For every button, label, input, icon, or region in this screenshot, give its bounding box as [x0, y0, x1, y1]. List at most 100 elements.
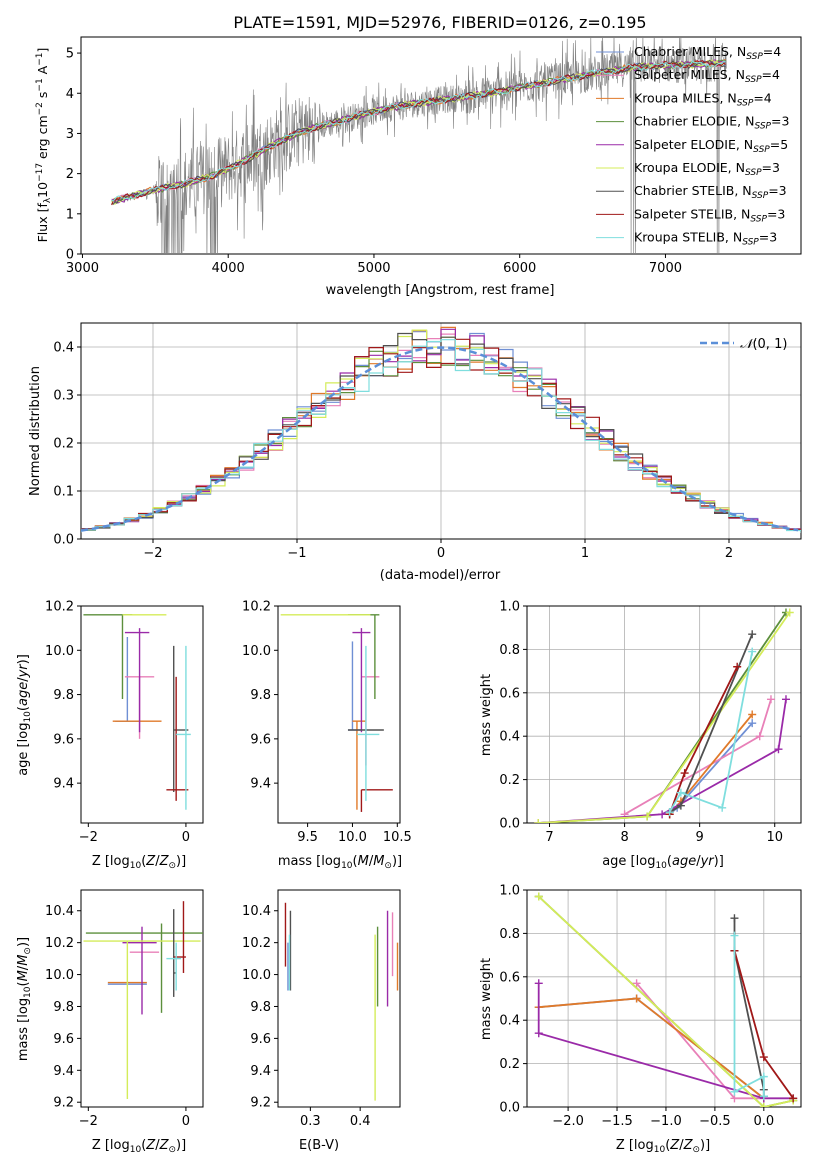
x-tick-label: −2.0	[552, 1114, 584, 1129]
axes-frame	[80, 889, 204, 1108]
series-marker-kroupa_elodie	[759, 1103, 768, 1107]
x-tick-label: 9.5	[297, 830, 318, 845]
y-tick-label: 10.2	[45, 600, 74, 615]
series-marker-salpeter_miles	[632, 979, 641, 988]
series-marker-kroupa_stelib	[748, 647, 757, 656]
axes-frame	[80, 36, 802, 255]
model-spectrum-salpeter_elodie	[111, 59, 726, 204]
chart-title: PLATE=1591, MJD=52976, FIBERID=0126, z=0…	[233, 13, 646, 32]
legend-label: Chabrier ELODIE, NSSP=3	[634, 114, 789, 132]
plot-contents	[111, 37, 727, 254]
y-tick-label: 0.8	[499, 643, 520, 658]
y-tick-label: 0.6	[499, 686, 520, 701]
y-tick-label: 0	[66, 248, 74, 263]
y-tick-label: 10.0	[45, 644, 74, 659]
y-tick-label: 1.0	[499, 600, 520, 615]
series-marker-kroupa_elodie	[643, 812, 652, 821]
series-marker-kroupa_stelib	[665, 808, 674, 817]
x-tick-label: 0	[182, 1114, 190, 1129]
model-spectrum-chabrier_elodie	[111, 59, 726, 202]
plot-contents	[284, 902, 399, 1101]
y-tick-label: 0.4	[499, 1014, 520, 1029]
series-marker-kroupa_stelib	[759, 1092, 768, 1101]
y-tick-label: 0.2	[53, 437, 74, 452]
x-axis-label-mw-age: age [log10(age/yr)]	[602, 854, 724, 871]
y-tick-label: 0.2	[499, 773, 520, 788]
histogram-salpeter_stelib	[81, 338, 801, 533]
legend-label-gaussian: 𝒩(0, 1)	[740, 337, 787, 352]
series-line-salpeter_elodie	[537, 983, 794, 1100]
y-tick-label: 0.0	[499, 1101, 520, 1116]
y-tick-label: 10.4	[242, 904, 271, 919]
mass-weight-vs-age-panel: 7 8 9 10 0.0 0.2 0.4 0.6 0.8 1.0	[499, 600, 802, 845]
y-tick-label: 9.6	[250, 732, 271, 747]
y-tick-label: 10.0	[242, 968, 271, 983]
x-axis-label-mass-z: Z [log10(Z/Z⊙)]	[92, 1138, 186, 1155]
legend-label: Salpeter STELIB, NSSP=3	[634, 206, 785, 224]
residual-plot-area: −2 −1 0 1 2 0.0 0.1 0.2 0.3 0.4	[53, 322, 802, 561]
y-tick-label: 2	[66, 167, 74, 182]
series-marker-kroupa_elodie	[534, 819, 543, 823]
x-tick-label: −1.0	[650, 1114, 682, 1129]
x-tick-label: 9	[696, 830, 704, 845]
legend-label: Kroupa MILES, NSSP=4	[634, 90, 772, 108]
x-tick-label: 0.0	[753, 1114, 774, 1129]
y-tick-label: 10.2	[45, 936, 74, 951]
series-marker-kroupa_stelib	[759, 1072, 768, 1081]
series-marker-salpeter_stelib	[680, 769, 689, 778]
y-tick-label: 0.4	[499, 730, 520, 745]
y-tick-label: 0.8	[499, 927, 520, 942]
y-tick-label: 9.4	[250, 777, 271, 792]
x-tick-label: 7000	[649, 261, 682, 276]
y-tick-label: 10.2	[242, 936, 271, 951]
x-tick-label: 0	[437, 546, 445, 561]
series-marker-kroupa_miles	[748, 710, 757, 719]
x-tick-label: 2	[725, 546, 733, 561]
series-line-kroupa_elodie	[538, 895, 794, 1107]
y-axis-label: Flux [fλ10−17 erg cm−2 s−1 A−1]	[35, 48, 53, 243]
series-marker-salpeter_elodie	[534, 979, 543, 988]
series-line-kroupa_stelib	[668, 651, 754, 813]
series-line-chabrier_miles	[538, 997, 765, 1100]
x-tick-label: 5000	[357, 261, 390, 276]
legend-label: Chabrier STELIB, NSSP=3	[634, 183, 787, 201]
x-tick-label: 0	[182, 830, 190, 845]
y-tick-label: 9.6	[53, 732, 74, 747]
plot-contents	[83, 901, 203, 1100]
x-tick-label: 10	[766, 830, 783, 845]
series-marker-salpeter_elodie	[781, 695, 790, 704]
mass-weight-vs-metallicity-panel: −2.0 −1.5 −1.0 −0.5 0.0 0.0 0.2 0.4 0.6 0.8 1.0	[499, 884, 802, 1129]
y-tick-label: 0.4	[53, 341, 74, 356]
y-tick-label: 0.3	[53, 389, 74, 404]
x-tick-label: 1	[581, 546, 589, 561]
plot-contents	[534, 608, 794, 823]
y-tick-label: 10.0	[242, 644, 271, 659]
legend-label: Chabrier MILES, NSSP=4	[634, 44, 781, 62]
legend-label: Kroupa STELIB, NSSP=3	[634, 230, 777, 248]
y-tick-label: 9.2	[53, 1096, 74, 1111]
legend-label: Kroupa ELODIE, NSSP=3	[634, 160, 780, 178]
y-tick-label: 9.8	[250, 688, 271, 703]
series-marker-salpeter_elodie	[534, 1029, 543, 1038]
series-marker-chabrier_stelib	[730, 914, 739, 923]
x-tick-label: 6000	[503, 261, 536, 276]
x-tick-label: −2	[143, 546, 162, 561]
series-marker-kroupa_stelib	[730, 931, 739, 940]
x-tick-label: 8	[620, 830, 628, 845]
series-marker-kroupa_stelib	[718, 803, 727, 812]
series-marker-salpeter_miles	[766, 695, 775, 704]
gaussian-curve	[81, 346, 799, 532]
residual-histogram-panel: −2 −1 0 1 2 0.0 0.1 0.2 0.3 0.4 (data-model)/erro…	[28, 322, 802, 583]
series-marker-salpeter_elodie	[774, 745, 783, 754]
series-marker-kroupa_elodie	[534, 892, 543, 901]
y-tick-label: 3	[66, 127, 74, 142]
x-tick-label: 4000	[212, 261, 245, 276]
y-axis-label-mw-age: mass weight	[479, 674, 494, 756]
x-tick-label: −1.5	[601, 1114, 633, 1129]
series-marker-kroupa_miles	[632, 994, 641, 1003]
y-tick-label: 9.8	[53, 688, 74, 703]
x-tick-label: 3000	[66, 261, 99, 276]
spectrum-panel: PLATE=1591, MJD=52976, FIBERID=0126, z=0…	[35, 13, 802, 298]
x-tick-label: −0.5	[699, 1114, 731, 1129]
y-tick-label: 0.0	[499, 817, 520, 832]
